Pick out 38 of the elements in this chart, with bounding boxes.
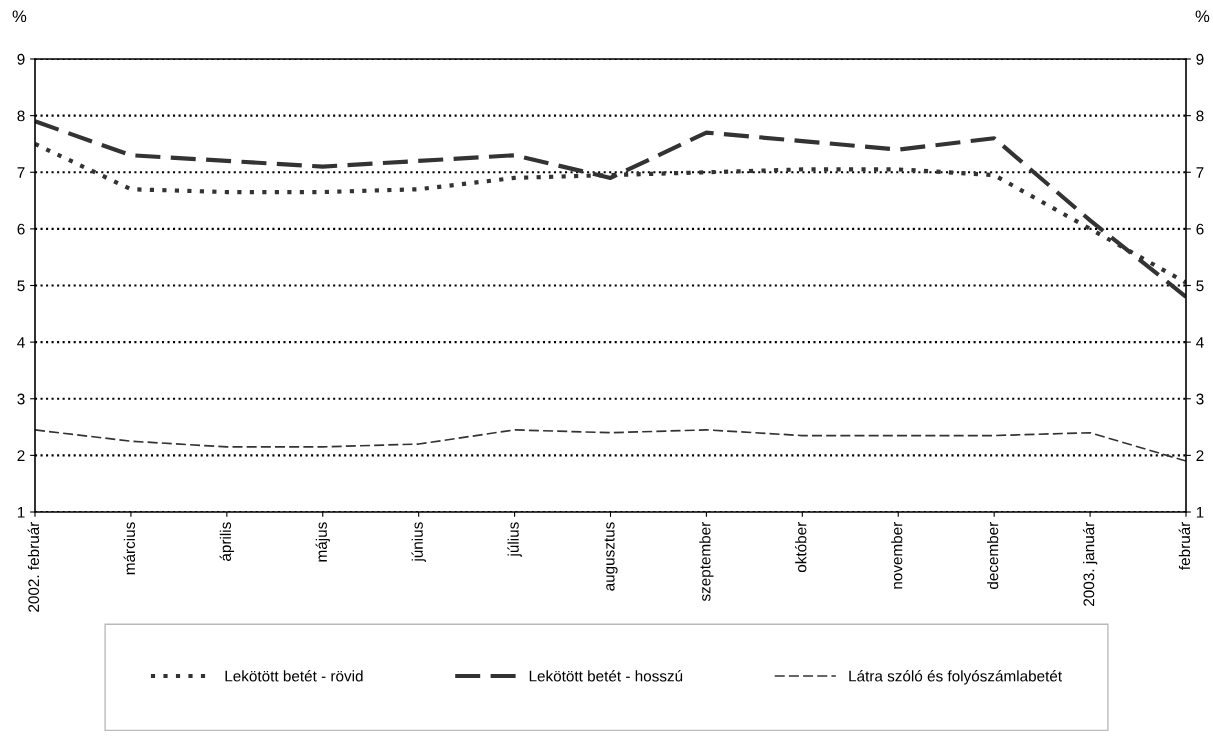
y-axis-title: % xyxy=(12,10,27,23)
x-tick-label: június xyxy=(411,522,426,563)
y2-tick-label: 1 xyxy=(1196,507,1204,518)
x-tick-label: december xyxy=(987,521,999,590)
x-tick-label: március xyxy=(123,522,136,575)
y-tick-label: 3 xyxy=(17,393,25,405)
y-tick-label: 7 xyxy=(17,167,25,178)
y2-axis-title: % xyxy=(1195,10,1210,23)
x-tick-label: 2002. február xyxy=(27,521,40,612)
x-tick-label: május xyxy=(315,522,330,562)
y2-tick-label: 9 xyxy=(1196,53,1204,65)
y2-tick-label: 5 xyxy=(1196,280,1204,292)
y-tick-label: 4 xyxy=(17,337,25,348)
y-tick-label: 5 xyxy=(17,280,25,292)
x-tick-label: augusztus xyxy=(604,522,618,591)
y-tick-label: 8 xyxy=(17,110,25,122)
y2-tick-label: 4 xyxy=(1196,337,1204,348)
y-tick-label: 2 xyxy=(17,450,25,461)
x-tick-label: október xyxy=(795,521,807,573)
x-tick-label: április xyxy=(219,522,235,561)
legend-label: Lekötött betét - rövid xyxy=(225,670,363,682)
legend-label: Lekötött betét - hosszú xyxy=(529,670,683,682)
legend-label: Látra szóló és folyószámlabetét xyxy=(849,670,1062,685)
line-series xyxy=(35,119,1186,299)
y2-tick-label: 3 xyxy=(1196,393,1204,405)
x-tick-label: július xyxy=(507,522,522,557)
x-tick-label: február xyxy=(1178,521,1191,570)
line-series xyxy=(35,429,1186,462)
y2-tick-label: 8 xyxy=(1196,110,1204,122)
y-tick-label: 1 xyxy=(17,507,25,518)
y2-tick-label: 2 xyxy=(1196,450,1204,461)
y2-tick-label: 7 xyxy=(1196,167,1204,178)
x-tick-label: 2003. január xyxy=(1082,521,1098,606)
x-tick-label: szeptember xyxy=(699,521,714,602)
y-tick-label: 9 xyxy=(17,53,25,65)
x-tick-label: november xyxy=(891,521,903,589)
y-tick-label: 6 xyxy=(17,223,25,235)
y2-tick-label: 6 xyxy=(1196,223,1204,235)
